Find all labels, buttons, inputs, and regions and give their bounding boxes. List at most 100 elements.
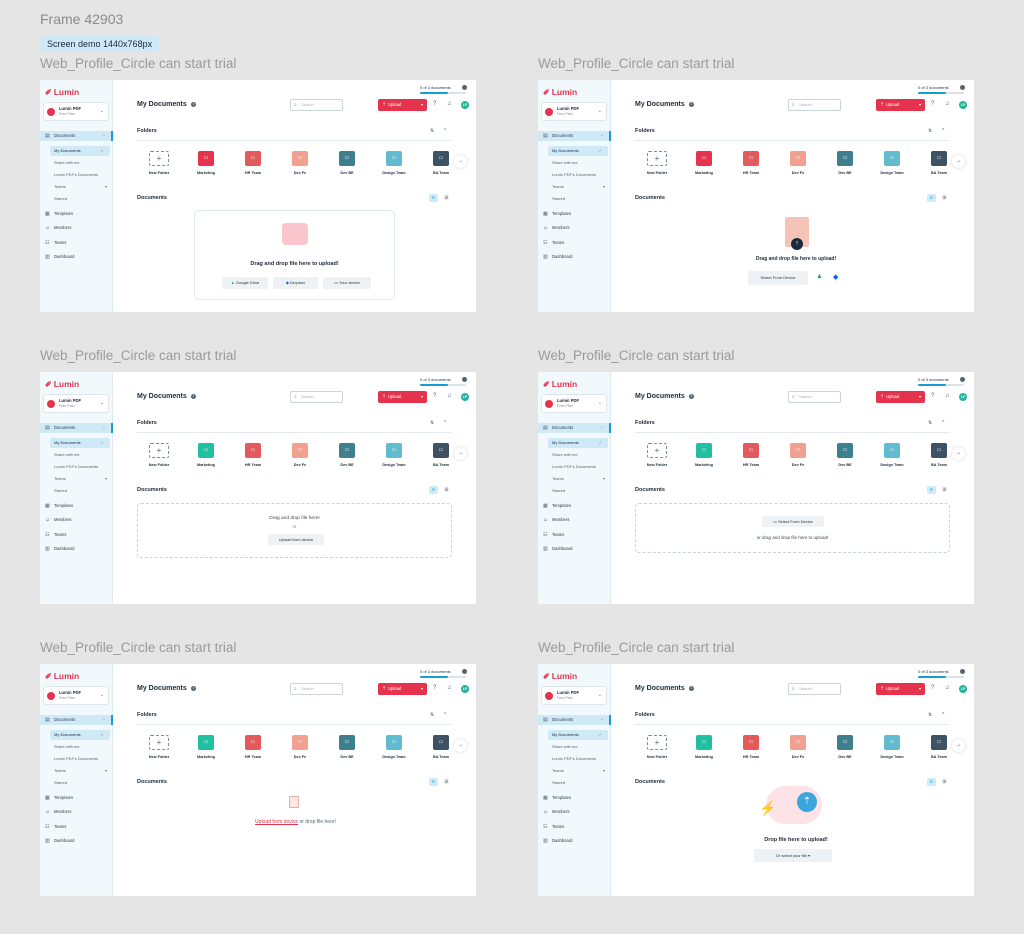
avatar[interactable]: LP [461, 101, 469, 109]
sidebar-item-7[interactable]: ☺ Members [538, 223, 611, 233]
collapse-icon[interactable]: ^ [444, 128, 447, 134]
avatar[interactable]: LP [959, 685, 967, 693]
upload-from-device-button[interactable]: Upload from device [268, 534, 324, 545]
sidebar-item-7[interactable]: ☺ Members [40, 223, 113, 233]
folder-4[interactable]: ▭ Dev BE [829, 151, 861, 175]
sidebar-item-2[interactable]: Share with me [40, 158, 113, 168]
folder-4[interactable]: ▭ Dev BE [331, 443, 363, 467]
folder-0[interactable]: + New Folder [143, 735, 175, 759]
info-icon[interactable]: i [190, 102, 196, 107]
sidebar-item-3[interactable]: Lumin PDF's Documents [40, 462, 113, 472]
sidebar-item-4[interactable]: Teams ▾ [538, 474, 611, 484]
search-input[interactable]: ⌕ Search [788, 683, 841, 695]
sidebar-item-6[interactable]: ▦ Templates [538, 501, 611, 511]
search-input[interactable]: ⌕ Search [788, 391, 841, 403]
folder-4[interactable]: ▭ Dev BE [829, 443, 861, 467]
search-input[interactable]: ⌕ Search [290, 99, 343, 111]
lumin-logo[interactable]: ✐ Lumin [45, 671, 80, 681]
folder-6[interactable]: ▭ BA Team [425, 735, 457, 759]
folder-6[interactable]: ▭ BA Team [923, 443, 955, 467]
sidebar-item-1[interactable]: My Documents ✓ [50, 730, 110, 740]
info-icon[interactable]: i [688, 394, 694, 399]
grid-view-icon[interactable]: ⊞ [942, 195, 947, 201]
sidebar-item-9[interactable]: ▥ Dashboard [538, 252, 611, 262]
workspace-switcher[interactable]: Lumin PDF Free Plan ⌄ [43, 102, 109, 121]
sort-icon[interactable]: ⇅ [430, 712, 435, 718]
sidebar-item-4[interactable]: Teams ▾ [538, 766, 611, 776]
folder-1[interactable]: ▭ Marketing [190, 151, 222, 175]
upload-button[interactable]: ⇡ Upload ▾ [378, 99, 427, 111]
arrow-right-icon[interactable]: → [454, 155, 467, 168]
sidebar-item-2[interactable]: Share with me [538, 158, 611, 168]
grid-view-icon[interactable]: ⊞ [444, 779, 449, 785]
folder-5[interactable]: ▭ Design Team [876, 151, 908, 175]
folder-4[interactable]: ▭ Dev BE [331, 735, 363, 759]
list-view-icon[interactable]: ≡ [927, 778, 936, 786]
list-view-icon[interactable]: ≡ [927, 486, 936, 494]
folder-2[interactable]: ▭ HR Team [735, 735, 767, 759]
info-icon[interactable] [462, 377, 467, 382]
folder-0[interactable]: + New Folder [641, 735, 673, 759]
help-icon[interactable]: ? [433, 393, 437, 399]
sidebar-item-4[interactable]: Teams ▾ [40, 766, 113, 776]
sidebar-item-6[interactable]: ▦ Templates [40, 501, 113, 511]
upload-dropzone[interactable]: ▭ Select From Device or drag and drop fi… [635, 503, 950, 553]
folder-1[interactable]: ▭ Marketing [190, 735, 222, 759]
sidebar-item-1[interactable]: My Documents ✓ [548, 438, 608, 448]
folder-2[interactable]: ▭ HR Team [237, 151, 269, 175]
help-icon[interactable]: ? [931, 393, 935, 399]
sidebar-item-5[interactable]: Starred [538, 778, 611, 788]
list-view-icon[interactable]: ≡ [429, 194, 438, 202]
help-icon[interactable]: ? [433, 101, 437, 107]
workspace-switcher[interactable]: Lumin PDF Free Plan ⌄ [43, 394, 109, 413]
folder-4[interactable]: ▭ Dev BE [829, 735, 861, 759]
sidebar-item-9[interactable]: ▥ Dashboard [40, 252, 113, 262]
select-from-device-button[interactable]: ▭ Select From Device [762, 516, 824, 527]
help-icon[interactable]: ? [931, 685, 935, 691]
sidebar-item-6[interactable]: ▦ Templates [538, 209, 611, 219]
sidebar-item-7[interactable]: ☺ Members [40, 807, 113, 817]
sidebar-item-3[interactable]: Lumin PDF's Documents [538, 170, 611, 180]
sidebar-item-0[interactable]: ▤ Documents ^ [538, 423, 611, 433]
sort-icon[interactable]: ⇅ [430, 128, 435, 134]
sidebar-item-5[interactable]: Starred [538, 194, 611, 204]
folder-3[interactable]: ▭ Dev Fe [284, 443, 316, 467]
info-icon[interactable] [960, 377, 965, 382]
help-icon[interactable]: ? [433, 685, 437, 691]
upload-dropzone[interactable]: Drag and drop file here to upload! ▲ Goo… [194, 210, 395, 300]
folder-3[interactable]: ▭ Dev Fe [284, 151, 316, 175]
sidebar-item-5[interactable]: Starred [40, 778, 113, 788]
arrow-right-icon[interactable]: → [952, 155, 965, 168]
avatar[interactable]: LP [461, 685, 469, 693]
sidebar-item-9[interactable]: ▥ Dashboard [538, 544, 611, 554]
folder-1[interactable]: ▭ Marketing [688, 735, 720, 759]
sidebar-item-7[interactable]: ☺ Members [538, 515, 611, 525]
folder-0[interactable]: + New Folder [143, 443, 175, 467]
upload-button[interactable]: ⇡ Upload ▾ [876, 391, 925, 403]
sidebar-item-0[interactable]: ▤ Documents ^ [40, 131, 113, 141]
google-drive-icon[interactable]: ▲ [816, 273, 823, 280]
sort-icon[interactable]: ⇅ [928, 128, 933, 134]
sidebar-item-0[interactable]: ▤ Documents ^ [538, 131, 611, 141]
sidebar-item-9[interactable]: ▥ Dashboard [538, 836, 611, 846]
info-icon[interactable] [960, 85, 965, 90]
sidebar-item-7[interactable]: ☺ Members [538, 807, 611, 817]
info-icon[interactable]: i [190, 394, 196, 399]
folder-6[interactable]: ▭ BA Team [425, 443, 457, 467]
folder-6[interactable]: ▭ BA Team [923, 735, 955, 759]
sort-icon[interactable]: ⇅ [430, 420, 435, 426]
sidebar-item-1[interactable]: My Documents ✓ [548, 146, 608, 156]
workspace-switcher[interactable]: Lumin PDF Free Plan ⌄ [541, 394, 607, 413]
folder-2[interactable]: ▭ HR Team [735, 443, 767, 467]
workspace-switcher[interactable]: Lumin PDF Free Plan ⌄ [43, 686, 109, 705]
grid-view-icon[interactable]: ⊞ [444, 487, 449, 493]
folder-2[interactable]: ▭ HR Team [237, 735, 269, 759]
sidebar-item-3[interactable]: Lumin PDF's Documents [40, 170, 113, 180]
sidebar-item-1[interactable]: My Documents ✓ [50, 438, 110, 448]
bell-icon[interactable]: ♫ [447, 685, 452, 691]
sidebar-item-6[interactable]: ▦ Templates [40, 209, 113, 219]
folder-4[interactable]: ▭ Dev BE [331, 151, 363, 175]
folder-0[interactable]: + New Folder [143, 151, 175, 175]
sort-icon[interactable]: ⇅ [928, 420, 933, 426]
sidebar-item-8[interactable]: ☷ Teams [538, 822, 611, 832]
